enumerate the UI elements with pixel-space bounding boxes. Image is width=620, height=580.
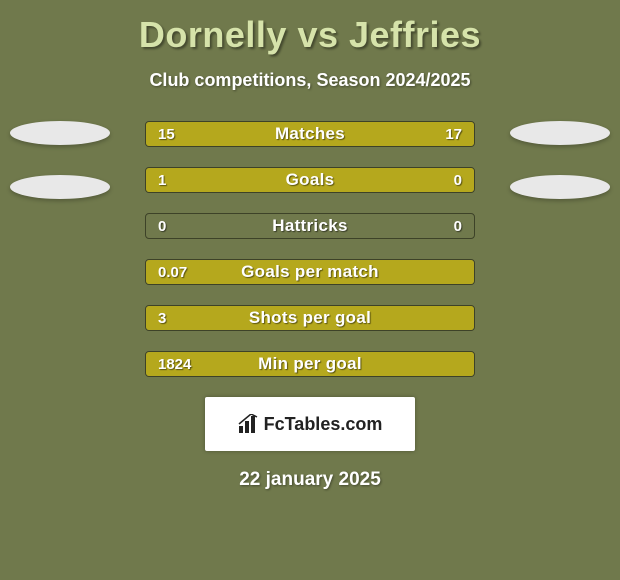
- stat-value-left: 0: [158, 214, 166, 238]
- bar-fill-left: [146, 306, 474, 330]
- branding-text: FcTables.com: [264, 414, 383, 435]
- bar-fill-right: [408, 168, 474, 192]
- bars-icon: [238, 414, 260, 434]
- bar-fill-left: [146, 168, 408, 192]
- bar-fill-left: [146, 352, 474, 376]
- bar-fill-right: [300, 122, 474, 146]
- stat-row: 1517Matches: [145, 121, 475, 147]
- stat-bars: 1517Matches 10Goals 0 0Hattricks 0.07Goals p…: [145, 121, 475, 377]
- bar-fill-left: [146, 122, 300, 146]
- team-logo-icon: [510, 175, 610, 199]
- page-title: Dornelly vs Jeffries: [0, 0, 620, 56]
- stat-value-right: 0: [454, 214, 462, 238]
- subtitle: Club competitions, Season 2024/2025: [0, 70, 620, 91]
- stat-row: 1824Min per goal: [145, 351, 475, 377]
- date-label: 22 january 2025: [0, 469, 620, 491]
- stat-label: Hattricks: [146, 214, 474, 238]
- left-team-logos: [10, 121, 110, 199]
- team-logo-icon: [10, 121, 110, 145]
- right-team-logos: [510, 121, 610, 199]
- comparison-chart: 1517Matches 10Goals 0 0Hattricks 0.07Goals p…: [0, 121, 620, 377]
- team-logo-icon: [510, 121, 610, 145]
- bar-fill-left: [146, 260, 474, 284]
- team-logo-icon: [10, 175, 110, 199]
- stat-row: 0.07Goals per match: [145, 259, 475, 285]
- stat-row: 10Goals: [145, 167, 475, 193]
- stat-row: 3Shots per goal: [145, 305, 475, 331]
- branding-badge: FcTables.com: [205, 397, 415, 451]
- stat-row: 0 0Hattricks: [145, 213, 475, 239]
